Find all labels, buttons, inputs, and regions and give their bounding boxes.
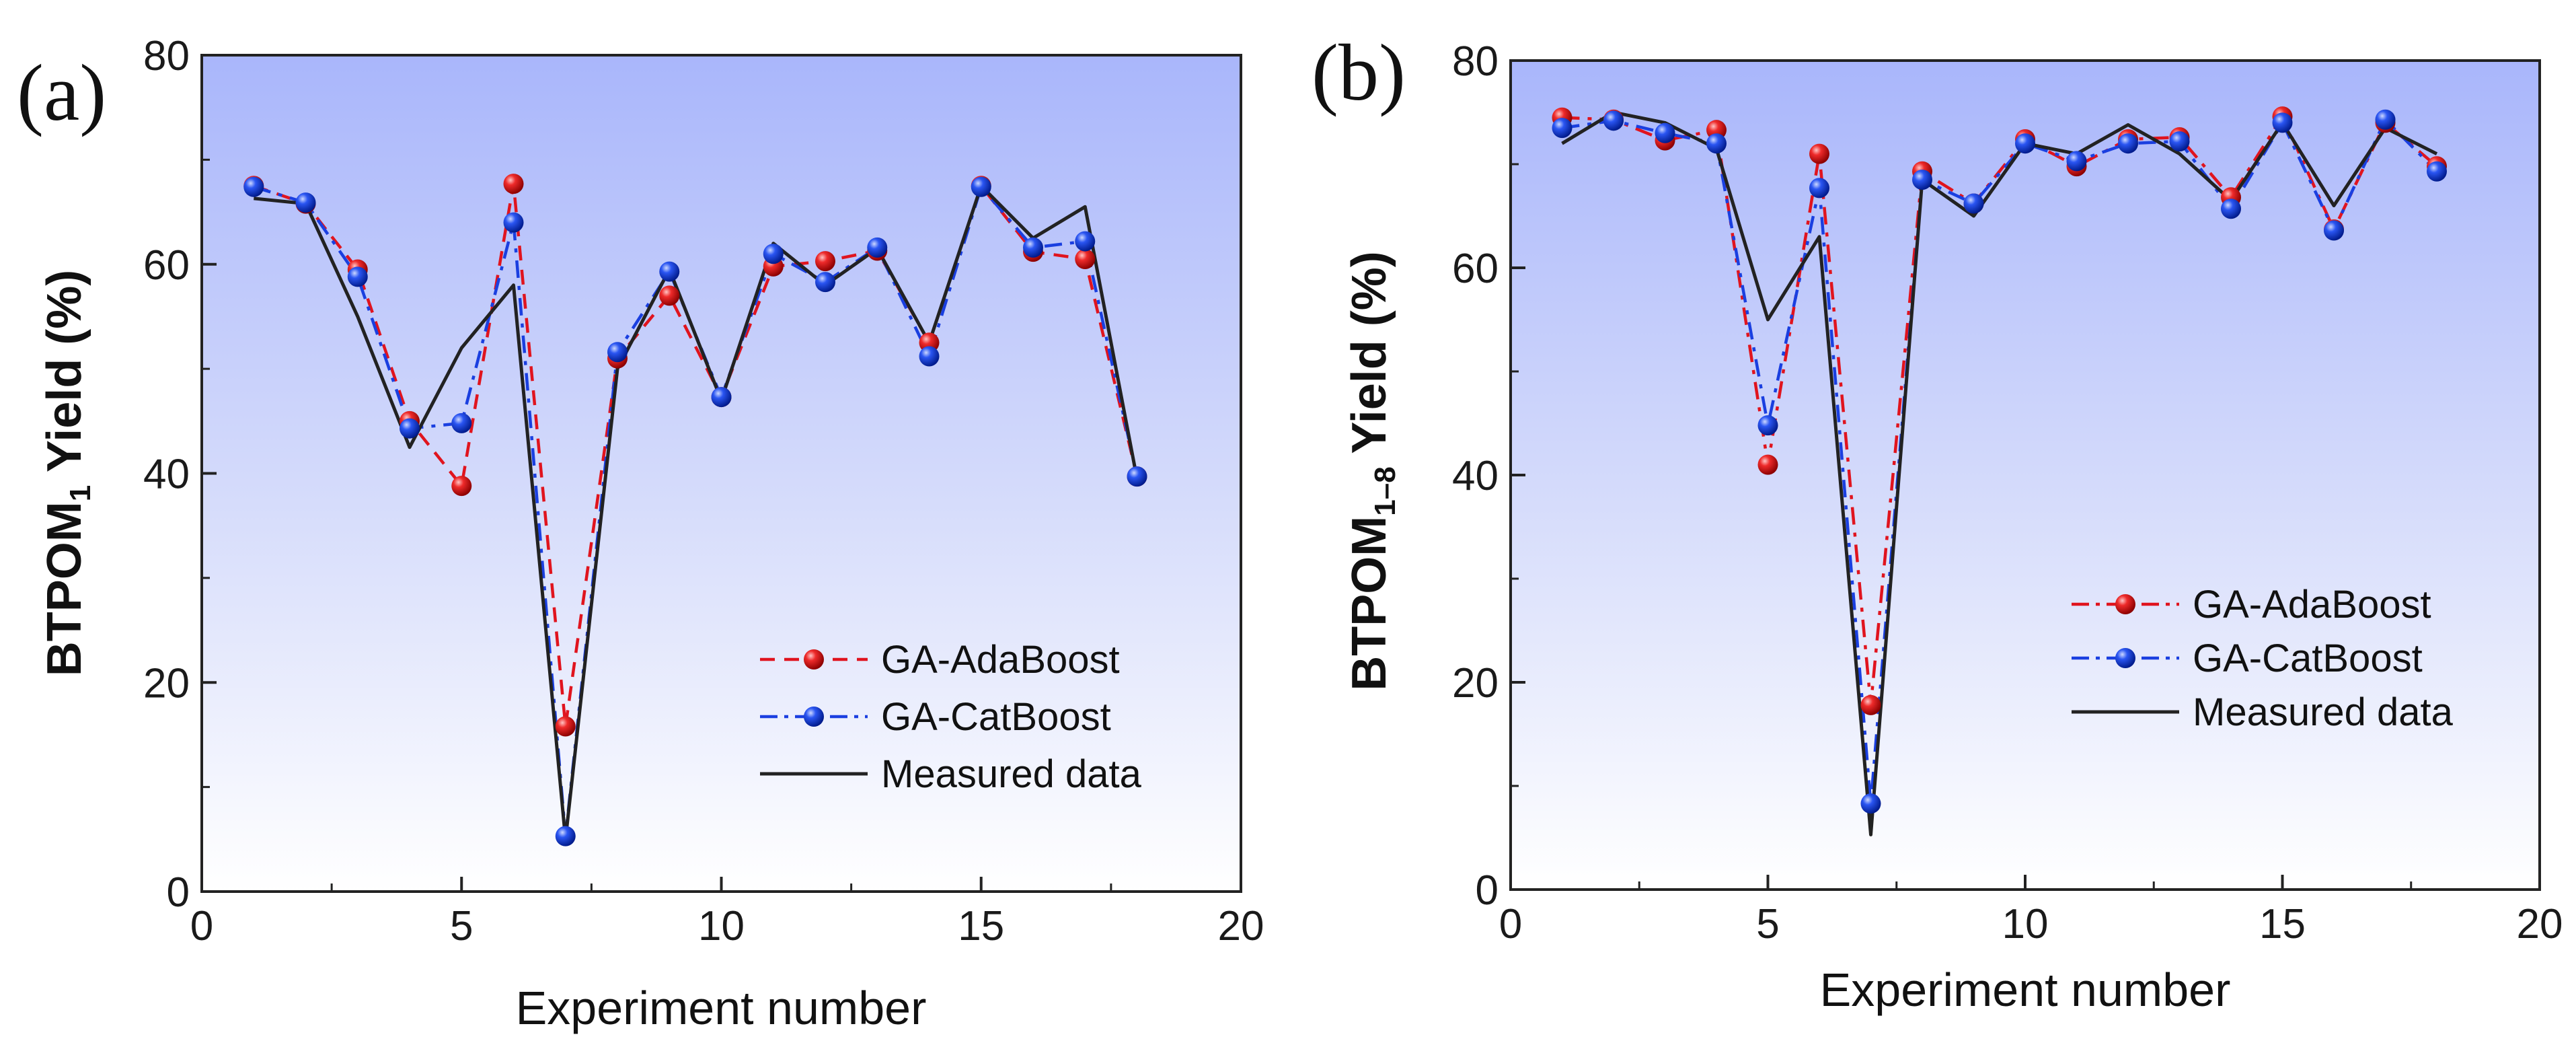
- data-point-b-1: [2324, 220, 2344, 241]
- data-point-b-1: [2375, 109, 2396, 130]
- data-point-a-1: [451, 412, 472, 433]
- data-point-b-1: [2118, 133, 2138, 154]
- legend-label-b-1: GA-CatBoost: [2193, 637, 2423, 680]
- data-point-a-1: [1075, 231, 1096, 252]
- x-axis-title-a: Experiment number: [516, 982, 927, 1034]
- plot-area-b: [1509, 59, 2541, 891]
- data-point-a-0: [815, 251, 835, 272]
- legend-label-a-1: GA-CatBoost: [881, 695, 1111, 739]
- legend-label-a-2: Measured data: [881, 752, 1142, 796]
- y-tick-label-a: 40: [143, 452, 190, 498]
- data-point-a-1: [867, 237, 888, 258]
- data-point-b-1: [2066, 151, 2087, 172]
- x-tick-label-a: 5: [450, 903, 473, 949]
- data-point-b-0: [1809, 143, 1829, 164]
- x-tick-label-b: 5: [1756, 901, 1779, 947]
- data-point-b-1: [1706, 133, 1727, 154]
- data-point-b-1: [2221, 198, 2241, 219]
- y-tick-label-a: 0: [167, 869, 190, 916]
- data-point-a-1: [971, 176, 991, 197]
- legend-marker-a-1: [804, 707, 824, 727]
- data-point-b-1: [1603, 110, 1624, 131]
- data-point-a-1: [763, 244, 784, 264]
- data-point-a-1: [919, 346, 940, 367]
- x-tick-label-a: 0: [190, 903, 213, 949]
- data-point-b-1: [1809, 178, 1829, 198]
- data-point-a-1: [347, 266, 368, 287]
- plot-area-a: [200, 54, 1242, 893]
- data-point-a-1: [400, 418, 420, 439]
- y-tick-label-a: 60: [143, 242, 190, 289]
- data-point-a-1: [1127, 466, 1147, 487]
- legend-label-a-0: GA-AdaBoost: [881, 638, 1120, 682]
- data-point-b-1: [1757, 415, 1778, 436]
- x-axis-title-b: Experiment number: [1820, 964, 2231, 1016]
- x-tick-label-b: 0: [1499, 901, 1522, 947]
- x-tick-label-a: 10: [698, 903, 745, 949]
- data-point-a-0: [1075, 248, 1096, 269]
- y-tick-label-b: 60: [1452, 246, 1499, 292]
- x-tick-label-b: 15: [2259, 901, 2306, 947]
- y-tick-label-b: 40: [1452, 453, 1499, 499]
- data-point-b-0: [1860, 694, 1881, 715]
- legend-marker-b-1: [2115, 648, 2135, 668]
- data-point-b-1: [2272, 112, 2293, 133]
- series-line-a-1: [253, 185, 1139, 838]
- x-tick-label-b: 10: [2002, 901, 2049, 947]
- data-point-a-1: [243, 176, 264, 197]
- data-point-b-1: [1912, 170, 1932, 190]
- legend-marker-b-0: [2115, 594, 2135, 614]
- panel-label-b: (b): [1312, 28, 1406, 117]
- y-tick-label-b: 0: [1476, 867, 1499, 914]
- data-point-a-1: [815, 272, 835, 293]
- data-point-b-1: [2427, 161, 2447, 182]
- data-point-b-1: [1655, 122, 1675, 143]
- data-point-a-1: [607, 342, 628, 363]
- data-point-a-0: [555, 716, 576, 737]
- data-point-b-0: [1757, 454, 1778, 475]
- data-point-a-1: [711, 387, 732, 408]
- panel-label-a: (a): [17, 48, 106, 137]
- x-tick-label-b: 20: [2517, 901, 2563, 947]
- x-tick-label-a: 15: [958, 903, 1004, 949]
- x-tick-label-a: 20: [1218, 903, 1264, 949]
- legend-label-b-0: GA-AdaBoost: [2193, 583, 2431, 626]
- legend-label-b-2: Measured data: [2193, 690, 2454, 734]
- y-axis-title-b: BTPOM1–8 Yield (%): [1342, 251, 1402, 690]
- y-tick-label-a: 80: [143, 33, 190, 79]
- data-point-a-0: [503, 174, 524, 194]
- data-point-b-1: [1552, 118, 1573, 139]
- data-point-a-1: [1023, 237, 1043, 258]
- legend-marker-a-0: [804, 649, 824, 670]
- data-point-a-0: [451, 476, 472, 497]
- data-point-a-1: [503, 212, 524, 233]
- data-point-a-1: [295, 192, 316, 213]
- data-point-a-1: [555, 826, 576, 846]
- y-axis-title-a: BTPOM1 Yield (%): [38, 270, 97, 677]
- data-point-b-1: [2169, 131, 2190, 152]
- y-tick-label-b: 80: [1452, 38, 1499, 85]
- data-point-b-1: [1860, 793, 1881, 814]
- data-point-a-0: [659, 285, 680, 306]
- data-point-b-1: [2015, 133, 2035, 154]
- y-tick-label-a: 20: [143, 660, 190, 707]
- data-point-b-1: [1963, 193, 1984, 214]
- data-point-a-1: [659, 261, 680, 282]
- y-tick-label-b: 20: [1452, 660, 1499, 707]
